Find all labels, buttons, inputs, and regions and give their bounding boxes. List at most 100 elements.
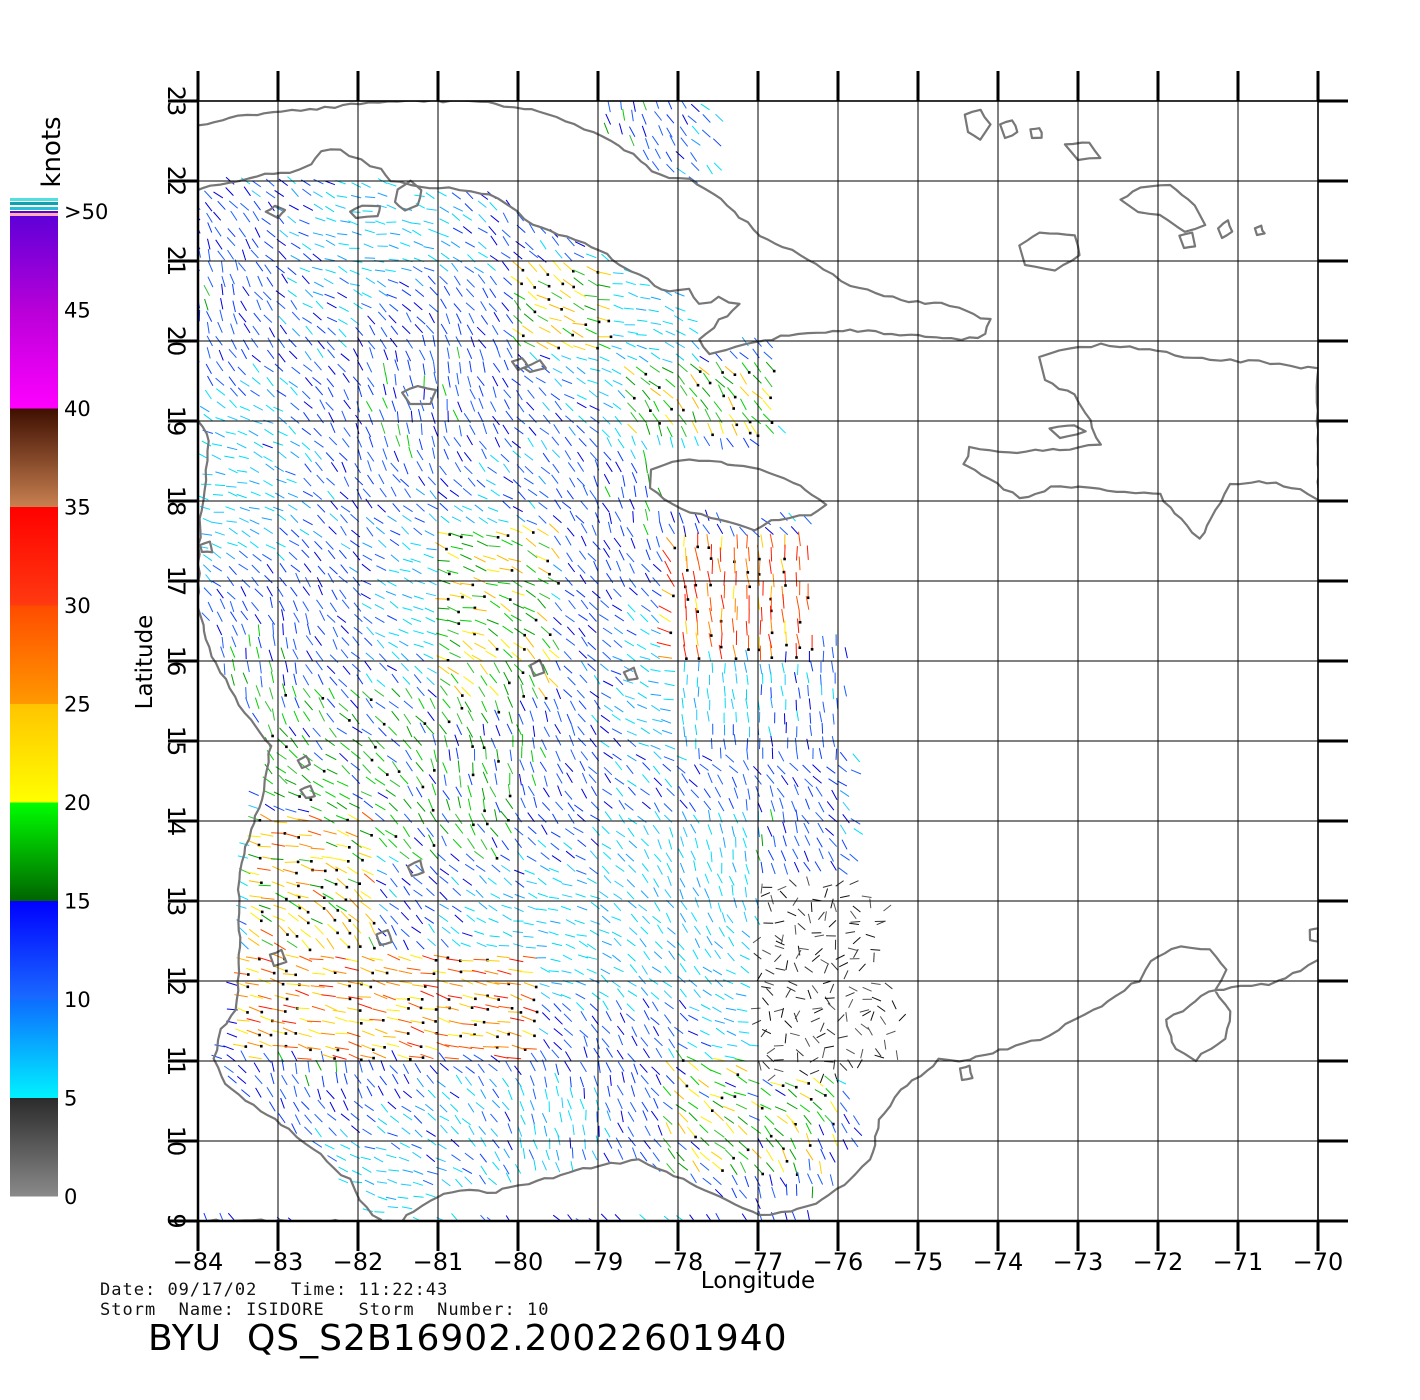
wind-vector xyxy=(793,1012,798,1023)
rain-flag-marker xyxy=(734,657,738,660)
wind-vector xyxy=(809,1057,819,1063)
rain-flag-marker xyxy=(482,1020,486,1024)
wind-vector xyxy=(418,698,425,709)
wind-vector xyxy=(439,891,448,901)
wind-vector xyxy=(281,713,287,725)
wind-vector xyxy=(261,517,273,521)
wind-vector xyxy=(243,186,251,197)
rain-flag-marker xyxy=(696,383,700,387)
wind-vector xyxy=(715,1027,725,1035)
wind-vector xyxy=(277,513,287,521)
wind-vector xyxy=(788,981,798,986)
wind-vector xyxy=(831,646,835,659)
wind-vector xyxy=(569,1087,574,1098)
wind-vector xyxy=(650,643,661,648)
wind-vector xyxy=(686,674,688,685)
rain-flag-marker xyxy=(496,536,500,539)
wind-vector xyxy=(428,312,435,324)
wind-vector xyxy=(633,485,637,497)
rain-flag-marker xyxy=(781,1084,785,1087)
wind-vector xyxy=(771,1186,776,1199)
wind-vector xyxy=(640,587,650,597)
wind-vector xyxy=(474,930,485,935)
wind-vector xyxy=(440,240,451,247)
wind-vector xyxy=(198,227,201,234)
wind-vector xyxy=(389,902,400,910)
wind-vector xyxy=(313,752,323,761)
wind-vector xyxy=(373,992,388,1000)
wind-vector xyxy=(746,534,748,549)
rain-flag-marker xyxy=(447,720,451,724)
wind-vector xyxy=(219,598,226,610)
wind-vector xyxy=(714,1081,726,1087)
wind-vector xyxy=(423,1008,437,1010)
wind-vector xyxy=(727,952,735,962)
rain-flag-marker xyxy=(506,534,510,537)
wind-vector xyxy=(539,761,547,772)
wind-vector xyxy=(789,1148,797,1161)
wind-vector xyxy=(606,1110,612,1121)
wind-vector xyxy=(611,931,622,938)
wind-vector xyxy=(615,461,622,473)
wind-vector xyxy=(626,879,636,888)
wind-vector xyxy=(365,913,375,924)
wind-vector xyxy=(257,1029,272,1036)
wind-vector xyxy=(665,151,673,162)
wind-vector xyxy=(536,612,548,622)
rain-flag-marker xyxy=(246,1011,249,1014)
wind-vector xyxy=(302,519,313,526)
wind-vector xyxy=(488,918,499,923)
wind-vector xyxy=(587,877,597,884)
wind-vector xyxy=(489,600,501,609)
wind-vector xyxy=(622,108,626,121)
rain-flag-marker xyxy=(807,1082,810,1085)
wind-vector xyxy=(557,710,562,722)
wind-vector xyxy=(614,777,625,785)
wind-vector xyxy=(644,508,649,521)
wind-vector xyxy=(245,687,247,699)
wind-vector xyxy=(705,925,712,936)
wind-vector xyxy=(688,1014,699,1021)
wind-vector xyxy=(287,215,297,224)
wind-vector xyxy=(364,1179,375,1185)
wind-vector xyxy=(632,511,634,523)
rain-flag-marker xyxy=(561,282,565,286)
wind-vector xyxy=(811,954,821,962)
wind-vector xyxy=(340,543,351,550)
wind-vector xyxy=(260,897,275,900)
wind-vector xyxy=(643,1139,651,1150)
wind-vector xyxy=(402,228,412,234)
wind-vector xyxy=(849,853,859,862)
wind-vector xyxy=(365,401,373,412)
wind-vector xyxy=(742,760,750,771)
rain-flag-marker xyxy=(284,1044,288,1048)
wind-vector xyxy=(557,1134,561,1146)
wind-vector xyxy=(722,1105,735,1112)
wind-vector xyxy=(602,851,612,860)
wind-vector xyxy=(895,1050,899,1060)
wind-vector xyxy=(240,202,250,211)
wind-vector xyxy=(663,1014,672,1024)
wind-vector xyxy=(678,999,687,1010)
wind-vector xyxy=(624,640,635,647)
wind-vector xyxy=(321,1053,335,1059)
rain-flag-marker xyxy=(698,370,702,373)
wind-vector xyxy=(449,983,463,987)
wind-vector xyxy=(254,1075,263,1085)
wind-vector xyxy=(589,452,599,462)
wind-vector xyxy=(667,1026,675,1037)
wind-vector xyxy=(480,1089,487,1099)
wind-vector xyxy=(409,996,423,1000)
wind-vector xyxy=(569,1076,572,1088)
wind-vector xyxy=(688,1088,700,1098)
wind-vector xyxy=(810,660,814,672)
rain-flag-marker xyxy=(383,1046,386,1049)
wind-vector xyxy=(552,463,560,474)
wind-vector xyxy=(575,893,586,898)
wind-vector xyxy=(741,412,751,423)
wind-vector xyxy=(536,908,547,911)
wind-vector xyxy=(807,684,809,697)
wind-vector xyxy=(462,970,476,972)
wind-vector xyxy=(426,631,437,636)
wind-vector xyxy=(465,241,476,248)
